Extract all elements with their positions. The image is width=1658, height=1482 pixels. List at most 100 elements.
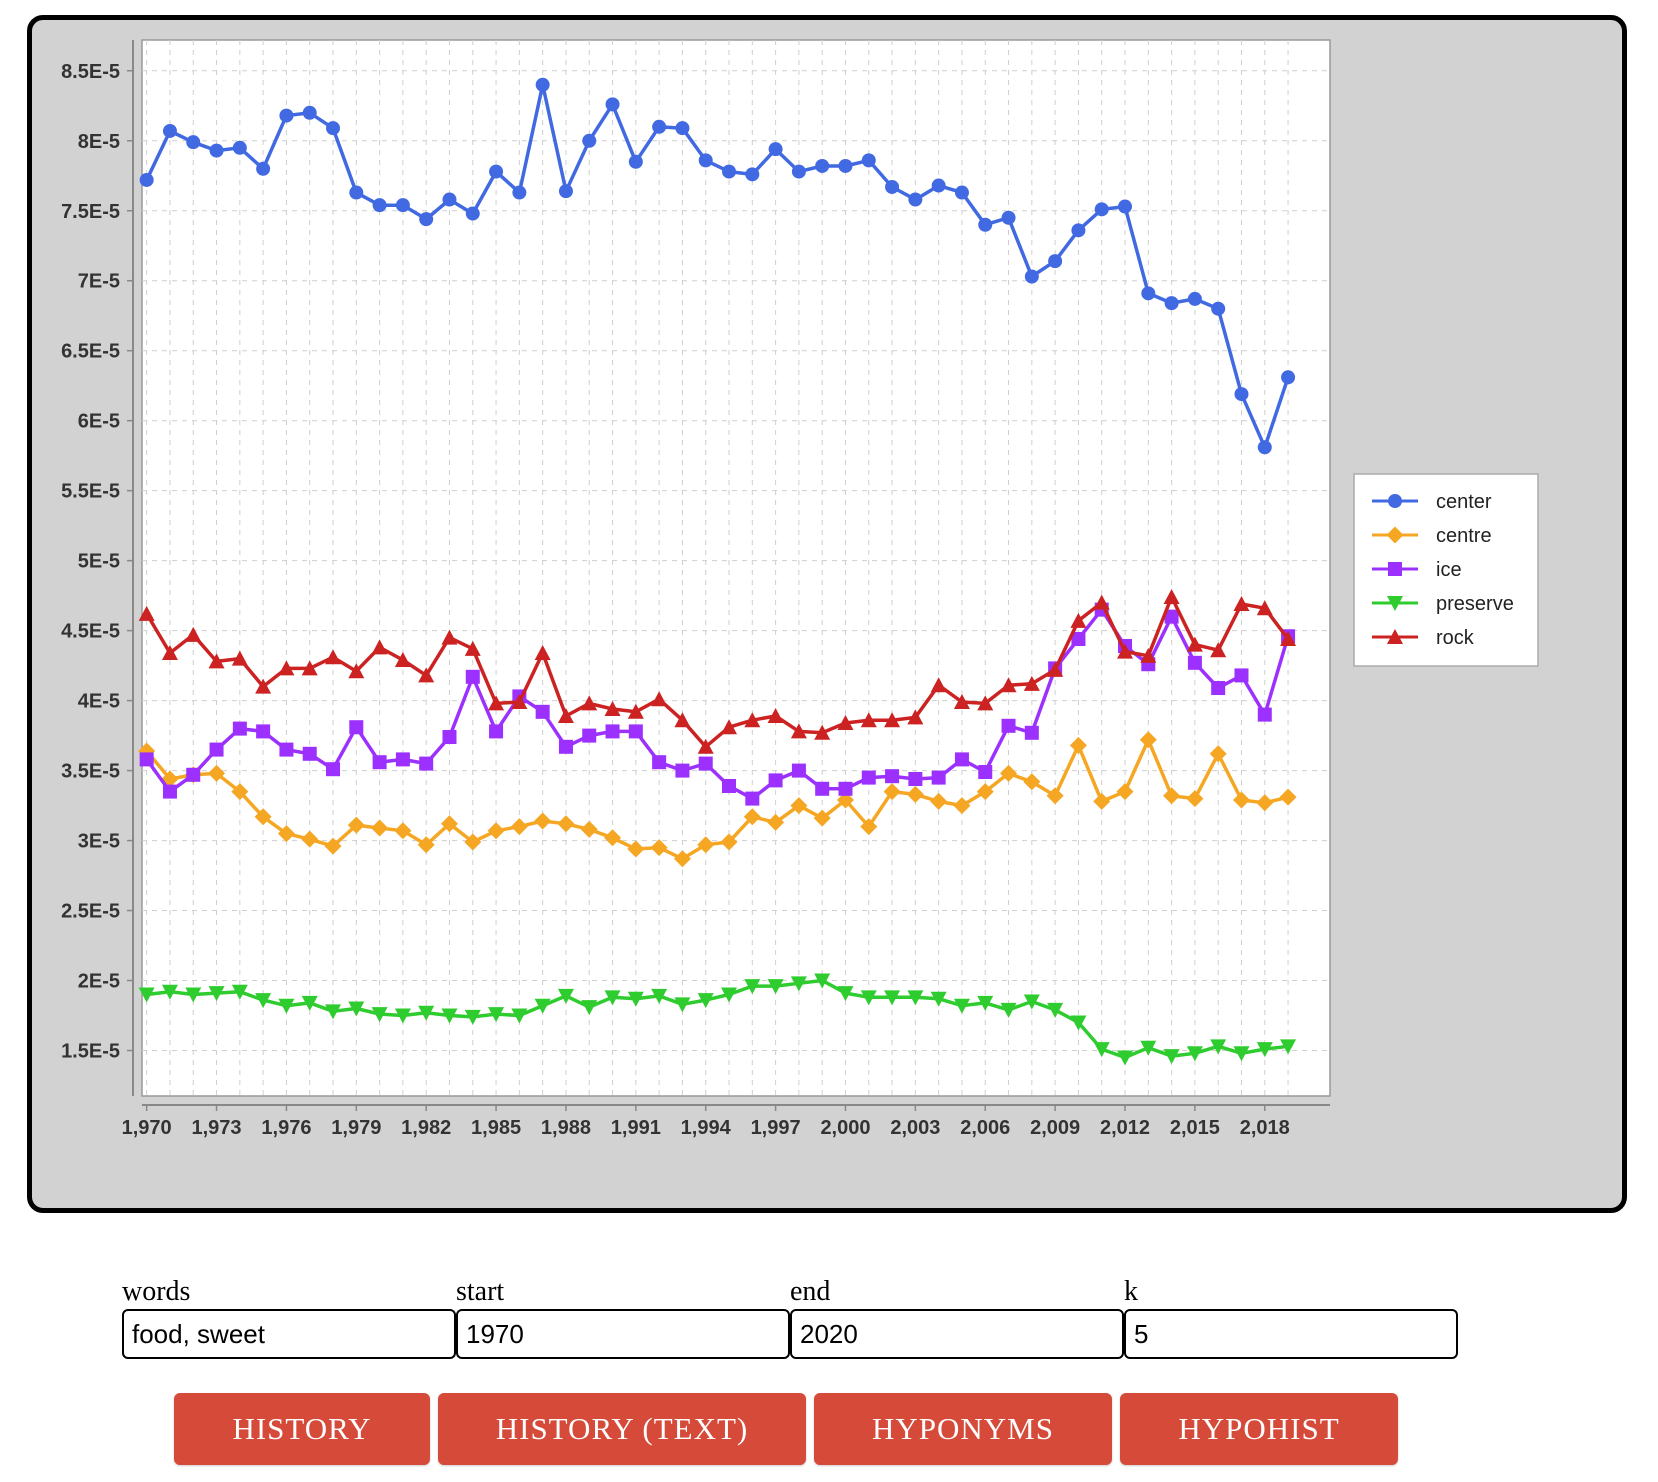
x-tick-label: 1,994 (681, 1117, 732, 1139)
x-tick-label: 2,015 (1170, 1117, 1220, 1139)
k-input[interactable] (1124, 1309, 1458, 1359)
data-point-preserve (814, 973, 831, 989)
y-tick-label: 6.5E-5 (61, 341, 120, 363)
data-point-center (768, 142, 783, 157)
data-point-center (558, 184, 573, 199)
data-point-center (395, 198, 410, 213)
end-label: end (790, 1276, 831, 1307)
data-point-centre (930, 792, 948, 810)
data-point-preserve (604, 990, 621, 1006)
data-point-center (512, 185, 527, 200)
y-tick-label: 3E-5 (78, 831, 120, 853)
data-point-center (1094, 202, 1109, 217)
data-point-rock (1070, 612, 1087, 628)
data-point-preserve (977, 995, 994, 1011)
hypohist-button[interactable]: HYPOHIST (1120, 1393, 1398, 1465)
data-point-ice (279, 742, 294, 757)
history-text-button[interactable]: HISTORY (TEXT) (438, 1393, 806, 1465)
data-point-preserve (1233, 1046, 1250, 1062)
data-point-ice (768, 773, 783, 788)
data-point-centre (790, 797, 808, 815)
data-point-ice (139, 752, 154, 767)
data-point-ice (302, 746, 317, 761)
data-point-preserve (138, 987, 155, 1003)
data-point-preserve (953, 998, 970, 1014)
start-input[interactable] (456, 1309, 790, 1359)
data-point-rock (161, 645, 178, 661)
data-point-center (1048, 254, 1063, 269)
data-point-preserve (301, 995, 318, 1011)
data-point-center (838, 158, 853, 173)
data-point-rock (394, 652, 411, 668)
data-point-centre (1046, 787, 1064, 805)
data-point-preserve (651, 988, 668, 1004)
data-point-center (1071, 223, 1086, 238)
data-point-rock (930, 677, 947, 693)
data-point-preserve (1140, 1040, 1157, 1056)
data-point-centre (953, 797, 971, 815)
data-point-center (605, 97, 620, 112)
data-point-preserve (1070, 1015, 1087, 1031)
data-point-preserve (721, 987, 738, 1003)
words-input[interactable] (122, 1309, 456, 1359)
data-point-ice (745, 791, 760, 806)
data-point-rock (767, 708, 784, 724)
x-tick-label: 1,997 (751, 1117, 801, 1139)
data-point-centre (580, 820, 598, 838)
data-point-rock (814, 724, 831, 740)
data-point-ice (931, 770, 946, 785)
data-point-center (279, 108, 294, 123)
legend-item-ice: ice (1372, 559, 1462, 581)
data-point-center (652, 119, 667, 134)
y-tick-label: 4E-5 (78, 691, 120, 713)
legend-swatch-marker (1387, 629, 1403, 644)
legend-swatch-marker (1386, 526, 1404, 544)
data-point-preserve (464, 1009, 481, 1025)
data-point-center (815, 158, 830, 173)
data-point-ice (326, 762, 341, 777)
data-point-center (162, 123, 177, 138)
data-point-center (419, 212, 434, 227)
data-point-ice (652, 755, 667, 770)
data-point-rock (953, 694, 970, 710)
data-point-ice (535, 704, 550, 719)
data-point-centre (906, 785, 924, 803)
x-tick-label: 1,991 (611, 1117, 661, 1139)
data-point-center (954, 185, 969, 200)
data-point-center (861, 153, 876, 168)
data-point-preserve (1047, 1002, 1064, 1018)
data-point-ice (1071, 632, 1086, 647)
data-point-rock (325, 649, 342, 665)
data-point-ice (209, 742, 224, 757)
data-point-center (931, 178, 946, 193)
data-point-rock (1047, 661, 1064, 677)
data-point-center (232, 140, 247, 155)
data-point-center (885, 179, 900, 194)
data-point-rock (977, 695, 994, 711)
data-point-ice (885, 769, 900, 784)
data-point-preserve (767, 979, 784, 995)
data-point-rock (1280, 631, 1297, 647)
y-tick-label: 1.5E-5 (61, 1041, 120, 1063)
legend: center centre ice preserve rock (1353, 473, 1539, 667)
x-tick-label: 1,970 (122, 1117, 172, 1139)
start-field-group: start (456, 1275, 790, 1359)
data-point-rock (674, 712, 691, 728)
data-point-rock (790, 723, 807, 739)
x-tick-label: 2,012 (1100, 1117, 1150, 1139)
data-point-ice (1001, 718, 1016, 733)
data-point-preserve (674, 997, 691, 1013)
data-point-rock (371, 639, 388, 655)
series-layer (138, 77, 1297, 1066)
data-point-centre (394, 822, 412, 840)
data-point-rock (744, 712, 761, 728)
data-point-preserve (418, 1005, 435, 1021)
hyponyms-button[interactable]: HYPONYMS (814, 1393, 1112, 1465)
data-point-center (745, 167, 760, 182)
data-point-centre (1093, 792, 1111, 810)
history-button[interactable]: HISTORY (174, 1393, 430, 1465)
data-point-preserve (231, 984, 248, 1000)
data-point-ice (1187, 655, 1202, 670)
query-form: words start end k (0, 1275, 1658, 1359)
end-input[interactable] (790, 1309, 1124, 1359)
